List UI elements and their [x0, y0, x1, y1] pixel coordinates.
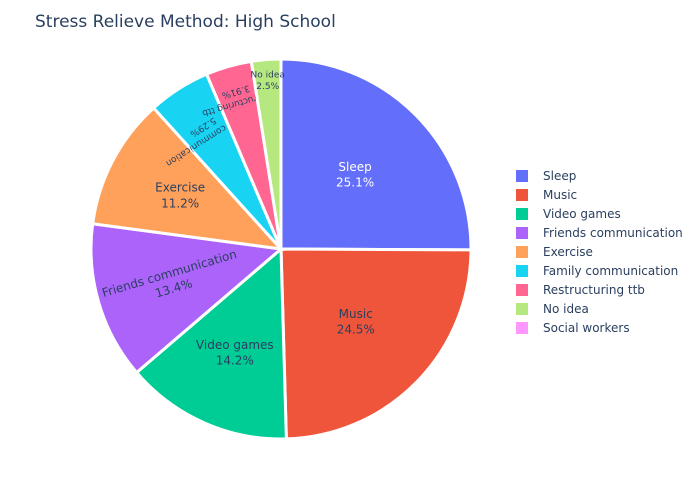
legend: Sleep Music Video games Friends communicati…: [516, 166, 683, 337]
slice-percent: 25.1%: [336, 176, 374, 190]
legend-swatch: [516, 302, 528, 315]
slice-label: Video games: [196, 338, 274, 352]
legend-swatch: [516, 283, 528, 296]
slice-label: Music: [339, 307, 373, 321]
pie-slice-exercise: [91, 105, 285, 252]
pie-slice-sleep: [279, 57, 473, 252]
legend-label: No idea: [543, 301, 589, 316]
legend-swatch: [516, 245, 528, 258]
legend-label: Social workers: [543, 320, 630, 335]
legend-item-music[interactable]: Music: [516, 185, 683, 204]
legend-label: Friends communication: [543, 225, 683, 240]
chart-title: Stress Relieve Method: High School: [35, 12, 336, 32]
legend-label: Music: [543, 187, 578, 202]
legend-item-video-games[interactable]: Video games: [516, 204, 683, 223]
pie-slice-video-games: [134, 245, 288, 441]
slice-percent: 11.2%: [161, 196, 199, 210]
legend-swatch: [516, 226, 528, 239]
slice-label-group: Video games 14.2%: [196, 338, 274, 368]
legend-label: Family communication: [543, 263, 679, 278]
pie-slice-no-idea: [249, 57, 283, 250]
legend-item-family-communication[interactable]: Family communication: [516, 261, 683, 280]
slice-label-group: Sleep 25.1%: [336, 160, 374, 190]
legend-label: Exercise: [543, 244, 593, 259]
slice-percent: 24.5%: [337, 322, 375, 336]
legend-swatch: [516, 188, 528, 201]
slice-percent: 2.5%: [256, 82, 279, 92]
legend-label: Restructuring ttb: [543, 282, 645, 297]
pie-slice-friends-communication: [89, 222, 285, 375]
legend-item-social-workers[interactable]: Social workers: [516, 318, 683, 337]
legend-item-friends-communication[interactable]: Friends communication: [516, 223, 683, 242]
legend-label: Sleep: [543, 168, 577, 183]
slice-label: Sleep: [338, 160, 371, 174]
legend-swatch: [516, 207, 528, 220]
slice-label-group: No idea 2.5%: [251, 70, 285, 92]
legend-item-restructuring-ttb[interactable]: Restructuring ttb: [516, 280, 683, 299]
legend-label: Video games: [543, 206, 621, 221]
legend-swatch: [516, 264, 528, 277]
slice-label: Exercise: [155, 181, 205, 195]
slice-percent: 14.2%: [216, 354, 254, 368]
legend-item-no-idea[interactable]: No idea: [516, 299, 683, 318]
legend-item-exercise[interactable]: Exercise: [516, 242, 683, 261]
pie-slice-music: [279, 247, 473, 441]
slice-label: No idea: [251, 70, 285, 80]
legend-swatch: [516, 321, 528, 334]
legend-swatch: [516, 169, 528, 182]
legend-item-sleep[interactable]: Sleep: [516, 166, 683, 185]
